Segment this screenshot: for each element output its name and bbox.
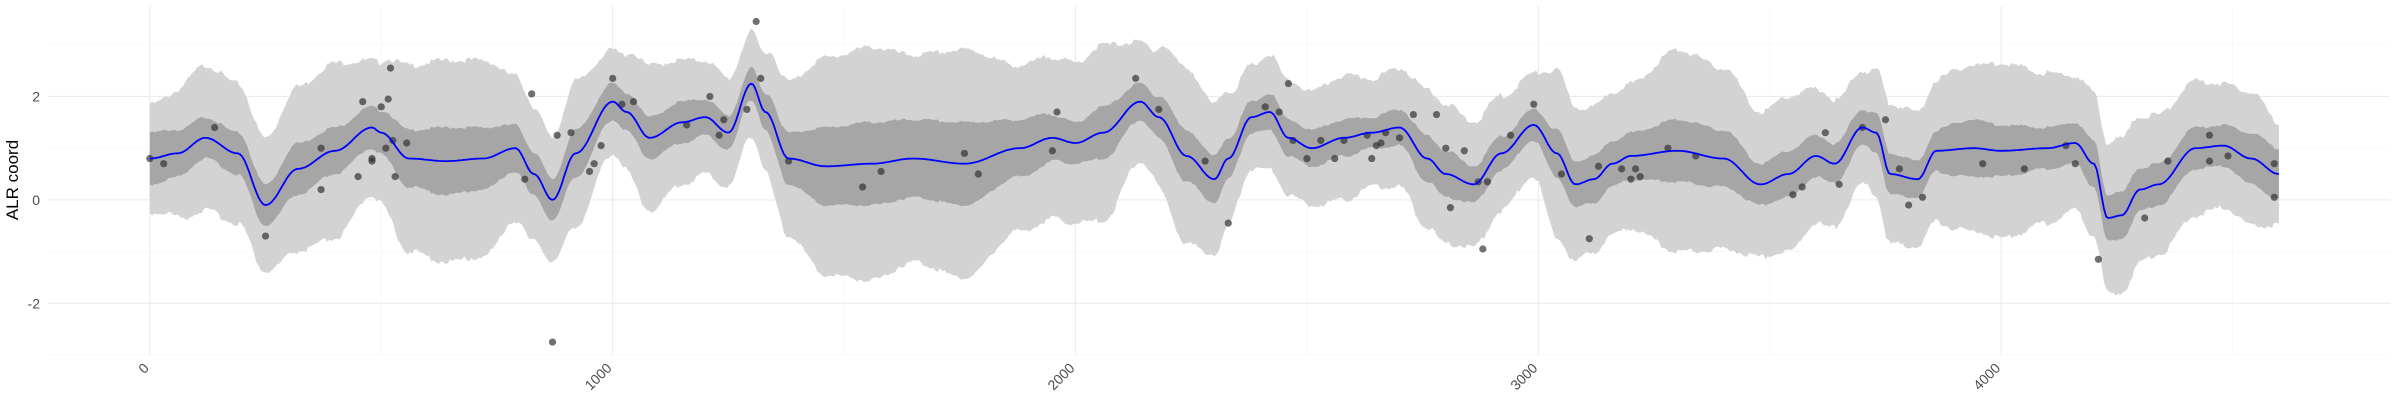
data-point xyxy=(317,144,325,152)
data-point xyxy=(590,160,598,168)
data-point xyxy=(1506,131,1515,139)
data-point xyxy=(384,95,392,103)
data-point xyxy=(2141,214,2149,222)
data-point xyxy=(1918,193,1927,201)
data-point xyxy=(2270,160,2278,168)
inner-credible-band xyxy=(149,66,2279,241)
data-point xyxy=(683,121,691,129)
data-point xyxy=(1636,173,1644,181)
data-point xyxy=(2164,157,2172,165)
data-point xyxy=(403,139,411,147)
data-point xyxy=(585,167,594,176)
data-point xyxy=(2205,131,2214,139)
data-point xyxy=(317,185,325,194)
data-point xyxy=(1317,136,1325,145)
data-point xyxy=(377,103,385,111)
data-point xyxy=(521,175,529,183)
data-point xyxy=(1442,144,1450,152)
uncertainty-bands xyxy=(149,28,2279,296)
data-point xyxy=(1409,110,1417,119)
y-tick-label: 2 xyxy=(32,88,40,104)
data-point xyxy=(1905,201,1913,209)
data-point xyxy=(1789,191,1797,199)
data-point xyxy=(1303,154,1311,163)
data-point xyxy=(706,92,714,101)
data-point xyxy=(1585,235,1593,243)
data-point xyxy=(567,129,575,137)
data-point xyxy=(1132,74,1140,82)
data-point xyxy=(1155,105,1163,114)
data-point xyxy=(1053,108,1061,116)
data-point xyxy=(391,173,399,181)
data-point xyxy=(1895,165,1903,173)
data-point xyxy=(1446,204,1455,212)
data-point xyxy=(618,100,626,108)
data-point xyxy=(2094,255,2103,263)
data-point xyxy=(1331,154,1339,163)
y-axis-title: ALR coord xyxy=(3,140,22,220)
data-point xyxy=(1483,178,1492,186)
data-point xyxy=(859,183,867,191)
data-point xyxy=(548,338,557,346)
data-point xyxy=(1284,79,1293,88)
data-point xyxy=(752,17,760,26)
data-point xyxy=(1479,245,1487,253)
data-point xyxy=(1881,116,1890,124)
data-point xyxy=(211,123,219,132)
data-point xyxy=(528,90,536,98)
data-point xyxy=(720,116,728,124)
observed-points xyxy=(146,17,2278,346)
data-point xyxy=(1530,100,1538,108)
data-point xyxy=(1368,154,1376,163)
data-point xyxy=(597,142,605,150)
data-point xyxy=(2071,160,2079,168)
data-point xyxy=(1627,175,1635,183)
data-point xyxy=(1275,108,1283,116)
y-tick-label: 0 xyxy=(32,192,40,208)
data-point xyxy=(354,173,362,181)
data-point xyxy=(1377,139,1385,147)
data-point xyxy=(1432,110,1441,119)
data-point xyxy=(1618,165,1626,173)
data-point xyxy=(1557,170,1566,178)
y-tick-label: -2 xyxy=(28,295,41,311)
data-point xyxy=(609,74,617,82)
data-point xyxy=(629,98,638,106)
data-point xyxy=(1048,147,1056,155)
data-point xyxy=(368,154,376,163)
data-point xyxy=(2205,157,2214,165)
data-point xyxy=(1664,144,1672,152)
data-point xyxy=(382,144,390,152)
data-point xyxy=(877,167,885,176)
data-point xyxy=(386,64,395,72)
data-point xyxy=(743,105,751,114)
data-point xyxy=(1261,103,1269,111)
data-point xyxy=(715,131,723,139)
data-point xyxy=(1395,134,1404,142)
data-point xyxy=(2270,193,2278,201)
data-point xyxy=(757,74,765,82)
data-point xyxy=(261,232,270,240)
data-point xyxy=(2020,165,2028,173)
data-point xyxy=(1224,219,1232,227)
data-point xyxy=(553,131,561,139)
data-point xyxy=(359,98,367,106)
data-point xyxy=(1821,129,1829,137)
data-point xyxy=(1979,160,1987,168)
mean-line xyxy=(149,82,2279,219)
data-point xyxy=(1594,162,1603,170)
mean-curve xyxy=(149,82,2279,219)
data-point xyxy=(2224,152,2232,160)
data-point xyxy=(974,170,982,178)
data-point xyxy=(160,160,168,168)
data-point xyxy=(960,149,969,157)
data-point xyxy=(1201,157,1209,165)
data-point xyxy=(1835,180,1843,188)
data-point xyxy=(1631,165,1640,173)
data-point xyxy=(1460,147,1468,155)
data-point xyxy=(1798,183,1806,191)
